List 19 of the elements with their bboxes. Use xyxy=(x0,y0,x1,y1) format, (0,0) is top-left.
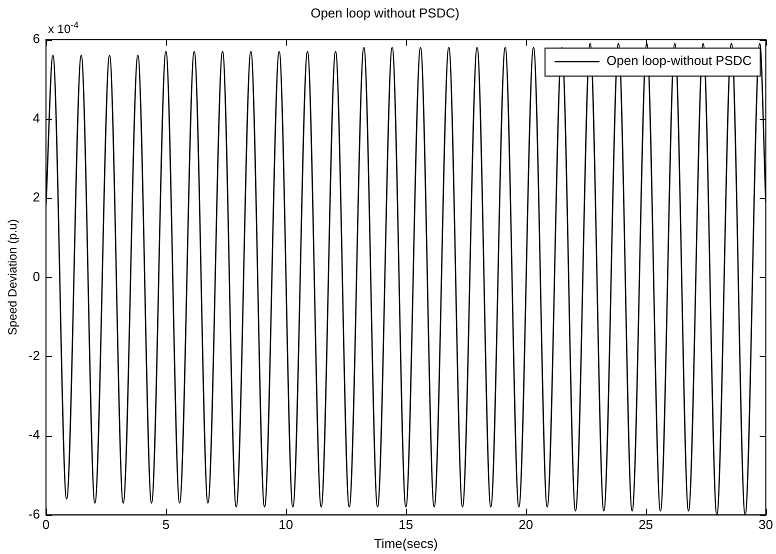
y-tick-label: 6 xyxy=(32,31,40,46)
y-tick-label: 4 xyxy=(32,110,40,126)
y-axis-title: Speed Deviation (p.u) xyxy=(6,219,20,336)
x-tick-label: 0 xyxy=(42,517,50,532)
y-tick-label: -4 xyxy=(28,427,40,442)
y-tick-label: -6 xyxy=(28,506,40,522)
x-tick-label: 30 xyxy=(758,517,774,532)
y-tick-label: 2 xyxy=(32,190,40,205)
chart-title: Open loop without PSDC) xyxy=(310,5,460,20)
y-tick-label: 0 xyxy=(32,268,40,284)
x-tick-label: 10 xyxy=(278,517,294,532)
y-tick-label: -2 xyxy=(28,348,40,363)
x-tick-label: 20 xyxy=(518,517,534,532)
x-tick-label: 25 xyxy=(638,517,654,532)
x-tick-label: 5 xyxy=(162,517,170,532)
x-axis-title: Time(secs) xyxy=(374,536,438,551)
x-tick-label: 15 xyxy=(398,517,414,532)
line-series xyxy=(46,42,766,515)
legend-label: Open loop-without PSDC xyxy=(606,53,752,68)
